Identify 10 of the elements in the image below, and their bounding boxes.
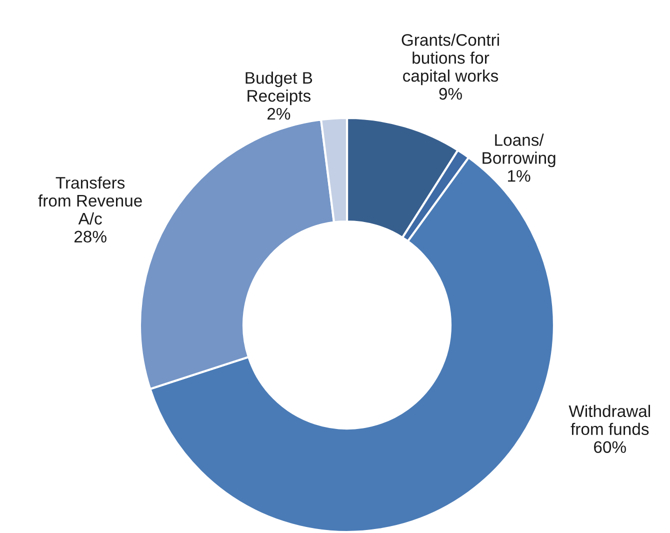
slice-label: Transfers from Revenue A/c: [38, 176, 142, 225]
slice-label: Loans/ Borrowing: [482, 134, 556, 168]
data-label: 28%: [74, 230, 106, 243]
data-label: 2%: [267, 108, 290, 120]
data-label: 1%: [508, 170, 530, 182]
data-label: 9%: [439, 88, 462, 100]
slice-label: Budget B Receipts: [246, 72, 312, 106]
slice-label: Grants/Contri butions for capital works: [402, 34, 499, 86]
slice-label: Withdrawal from funds: [568, 404, 650, 436]
data-label: 60%: [594, 441, 626, 453]
